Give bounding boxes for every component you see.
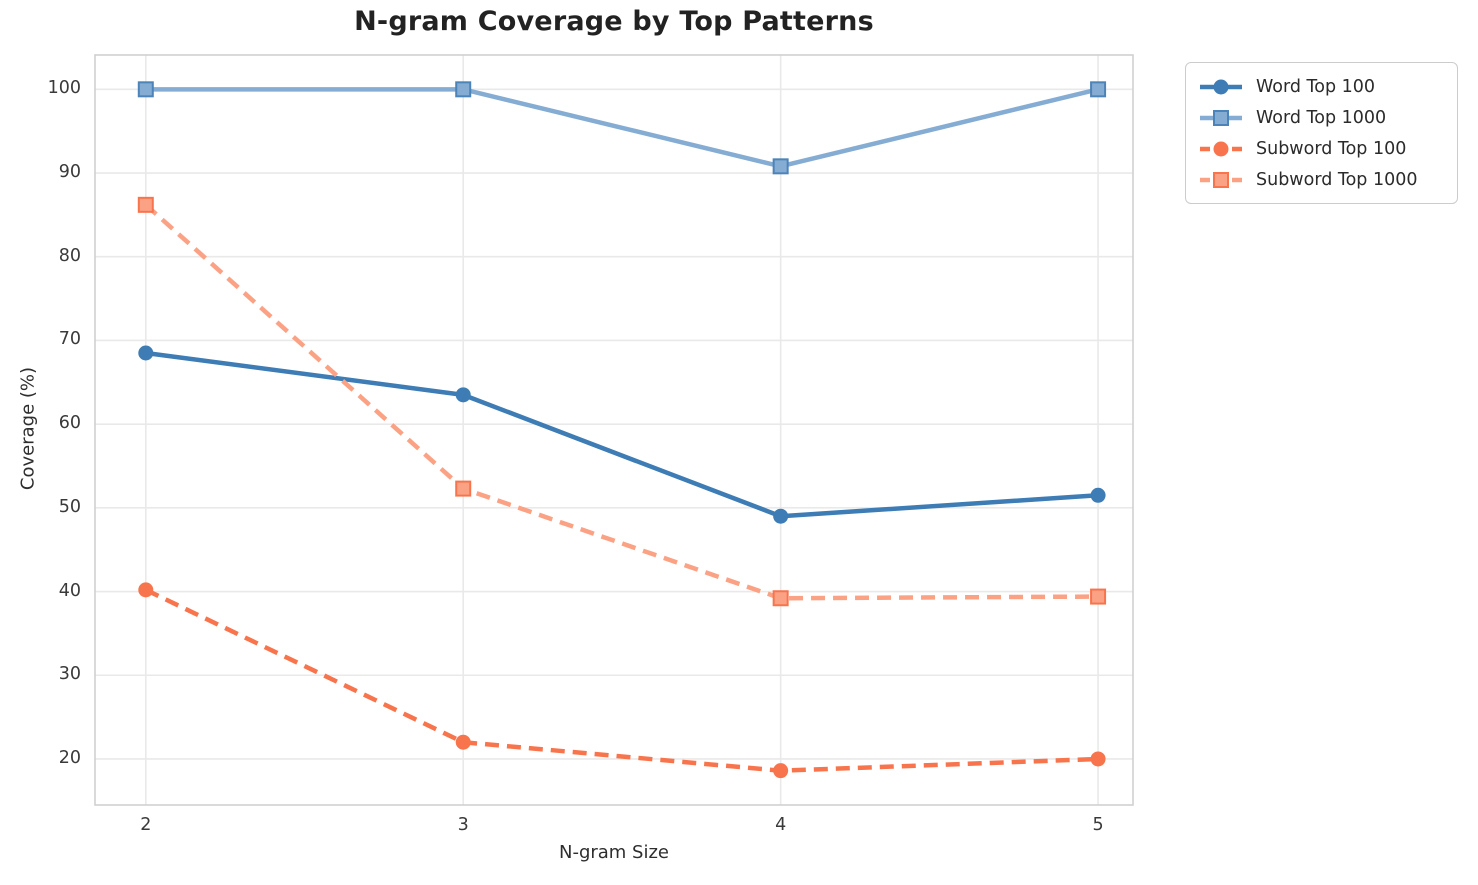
plot-border [94,54,1134,806]
y-tick-label: 40 [58,580,81,601]
data-point-marker [138,345,154,361]
data-point-marker [1090,81,1107,98]
data-point-marker [1090,751,1106,767]
y-tick-label: 30 [58,664,81,685]
y-tick-label: 20 [58,747,81,768]
series-line-3 [144,203,1099,601]
x-tick-label: 5 [1092,815,1104,835]
data-point-marker [772,158,789,175]
data-point-marker [137,196,154,213]
data-point-marker [1090,487,1106,503]
x-tick-label: 3 [457,815,469,835]
data-point-marker [455,734,471,750]
data-point-marker [773,508,789,524]
legend-marker [1213,141,1229,156]
x-tick-label: 4 [775,815,787,835]
data-point-marker [455,387,471,403]
x-axis-label: N-gram Size [558,842,670,863]
legend-label: Word Top 100 [1256,76,1376,97]
legend-label: Subword Top 1000 [1256,169,1418,190]
series-line-0 [145,350,1099,519]
data-point-marker [773,763,789,779]
data-point-marker [137,81,154,98]
y-tick-label: 60 [58,413,81,434]
data-point-marker [455,480,472,497]
data-point-marker [455,81,472,98]
data-point-marker [772,590,789,607]
legend-item-word-top-100: Word Top 100 [1198,71,1445,102]
series-line-2 [144,587,1099,773]
y-tick-label: 70 [58,329,81,350]
legend-item-word-top-1000: Word Top 1000 [1198,102,1445,133]
x-tick-label: 2 [140,815,152,835]
legend-sample-word-top-1000-icon [1200,109,1242,126]
legend-sample-subword-top-100-icon [1200,141,1242,156]
legend-label: Subword Top 100 [1256,138,1407,159]
legend-sample-word-top-100-icon [1200,79,1242,94]
y-tick-label: 50 [58,496,81,517]
y-axis-label: Coverage (%) [17,366,39,491]
legend-marker [1213,79,1229,94]
legend-marker [1213,109,1229,126]
y-tick-label: 80 [58,245,81,266]
legend-marker [1213,171,1229,188]
legend: Word Top 100 Word Top 1000 Subword Top 1… [1185,62,1458,204]
legend-label: Word Top 1000 [1256,107,1387,128]
data-point-marker [138,582,154,598]
legend-item-subword-top-1000: Subword Top 1000 [1198,164,1445,195]
legend-sample-subword-top-1000-icon [1200,171,1242,188]
data-point-marker [1090,588,1107,605]
chart-title: N-gram Coverage by Top Patterns [354,6,874,37]
y-tick-label: 100 [47,78,81,99]
series-line-1 [145,87,1099,169]
y-tick-label: 90 [58,162,81,183]
legend-item-subword-top-100: Subword Top 100 [1198,133,1445,164]
